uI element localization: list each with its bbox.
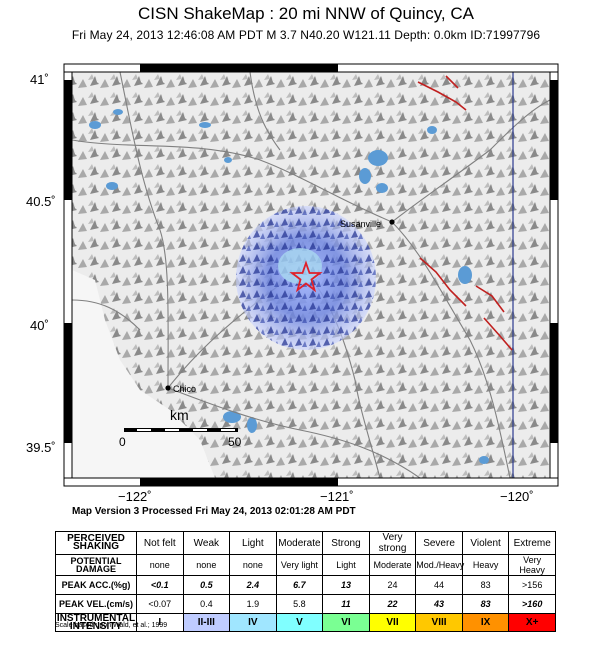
scale-unit: km [170,407,189,423]
lat-label-40: 40˚ [30,318,49,333]
legend-row-damage: POTENTIAL DAMAGE none none none Very lig… [55,554,556,576]
legend-cell: 24 [368,575,417,595]
scale-end: 50 [228,435,242,449]
legend-cell: 2.4 [229,575,277,595]
scale-start: 0 [119,435,126,449]
intensity-cell: II-III [182,613,231,632]
intensity-cell: VI [322,613,370,632]
legend-cell: 5.8 [275,594,324,614]
legend-cell: none [182,554,231,576]
lon-label-121: −121˚ [320,489,354,504]
intensity-cell: VII [368,613,417,632]
intensity-cell: X+ [508,613,556,632]
intensity-cell: V [275,613,324,632]
map-frame: Susanville Chico km 0 50 [71,71,551,479]
roads [71,71,551,479]
legend-cell: Violent [461,531,510,555]
legend-cell: Moderate [368,554,417,576]
legend-cell: 43 [415,594,463,614]
intensity-legend-table: PERCEIVED SHAKING Not felt Weak Light Mo… [55,531,556,632]
intensity-cell: I [136,613,184,632]
legend-cell: <0.1 [136,575,184,595]
city-label-susanville: Susanville [340,219,381,229]
legend-cell: Light [229,531,277,555]
legend-cell: Very light [275,554,324,576]
lat-label-41: 41˚ [30,72,49,87]
legend-cell: 11 [322,594,370,614]
lakes [89,109,489,464]
legend-cell: >156 [508,575,556,595]
intensity-cell: IX [461,613,510,632]
lat-label-40-5: 40.5˚ [26,194,56,209]
row-header-intensity: INSTRUMENTAL INTENSITY [55,612,137,632]
legend-row-intensity: INSTRUMENTAL INTENSITY I II-III IV V VI … [55,612,556,632]
legend-cell: <0.07 [136,594,184,614]
legend-cell: 22 [368,594,417,614]
lat-label-39-5: 39.5˚ [26,440,56,455]
version-line: Map Version 3 Processed Fri May 24, 2013… [72,506,356,517]
legend-cell: 0.4 [182,594,231,614]
row-header-damage: POTENTIAL DAMAGE [55,554,137,576]
shaking-intensity-area [236,206,376,350]
legend-cell: 1.9 [229,594,277,614]
legend-row-shaking: PERCEIVED SHAKING Not felt Weak Light Mo… [55,531,556,555]
epicenter-star [289,260,323,293]
legend-cell: 83 [461,594,510,614]
map-border [63,63,559,487]
legend-cell: Heavy [461,554,510,576]
legend-cell: 83 [461,575,510,595]
legend-cell: Strong [322,531,370,555]
legend-cell: Very Heavy [508,554,556,576]
legend-cell: Moderate [275,531,324,555]
legend-cell: 13 [322,575,370,595]
lon-label-122: −122˚ [118,489,152,504]
row-header-acc: PEAK ACC.(%g) [55,575,137,595]
intensity-cell: VIII [415,613,463,632]
city-susanville: Susanville [340,219,395,229]
legend-cell: Extreme [508,531,556,555]
legend-cell: none [136,554,184,576]
legend-row-vel: PEAK VEL.(cm/s) <0.07 0.4 1.9 5.8 11 22 … [55,594,556,614]
scale-bar: km 0 50 [119,407,242,449]
legend-cell: Severe [415,531,463,555]
scale-footnote: Scale based upon Wald, et al.; 1999 [55,622,168,629]
intensity-cell: IV [229,613,277,632]
legend-cell: 0.5 [182,575,231,595]
lon-label-120: −120˚ [500,489,534,504]
legend-cell: 44 [415,575,463,595]
legend-cell: Light [322,554,370,576]
city-chico: Chico [165,384,196,394]
legend-cell: Not felt [136,531,184,555]
legend-cell: Very strong [368,531,417,555]
row-header-vel: PEAK VEL.(cm/s) [55,594,137,614]
legend-cell: Weak [182,531,231,555]
row-header-shaking: PERCEIVED SHAKING [55,531,137,555]
legend-row-acc: PEAK ACC.(%g) <0.1 0.5 2.4 6.7 13 24 44 … [55,575,556,595]
legend-cell: 6.7 [275,575,324,595]
valley-area [72,270,215,478]
map-title: CISN ShakeMap : 20 mi NNW of Quincy, CA [137,4,474,23]
legend-cell: >160 [508,594,556,614]
legend-cell: Mod./Heavy [415,554,464,576]
legend-cell: none [229,554,277,576]
event-info: Fri May 24, 2013 12:46:08 AM PDT M 3.7 N… [71,28,541,42]
city-label-chico: Chico [173,384,196,394]
faults [417,75,513,351]
